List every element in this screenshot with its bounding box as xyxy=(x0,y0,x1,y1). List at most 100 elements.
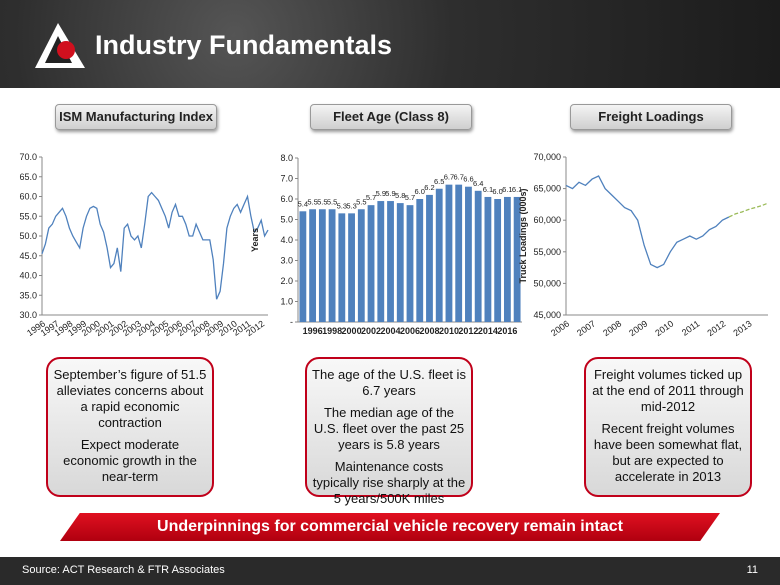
data-label: 6.1 xyxy=(512,185,522,194)
bar xyxy=(503,196,511,322)
x-tick-label: 2010 xyxy=(653,318,675,338)
chart-heading: ISM Manufacturing Index xyxy=(55,104,217,130)
note-text: Maintenance costs typically rise sharply… xyxy=(312,459,466,506)
bar xyxy=(455,184,463,322)
data-label: 6.1 xyxy=(483,185,493,194)
y-tick-label: 40.0 xyxy=(19,271,37,281)
y-tick-label: 60.0 xyxy=(19,192,37,202)
note-text: September’s figure of 51.5 alleviates co… xyxy=(53,367,207,430)
y-axis-label: Years xyxy=(250,228,260,252)
data-label: 6.1 xyxy=(502,185,512,194)
source: Source: ACT Research & FTR Associates xyxy=(22,564,225,576)
x-tick-label: 2011 xyxy=(680,318,702,337)
note-text: Recent freight volumes have been somewha… xyxy=(593,421,743,484)
bar xyxy=(377,201,385,322)
y-tick-label: 6.0 xyxy=(280,194,293,204)
logo xyxy=(35,23,85,68)
x-tick-label: 2009 xyxy=(627,318,649,338)
bar xyxy=(416,199,424,322)
bar xyxy=(348,213,355,322)
data-label: 6.2 xyxy=(424,183,434,192)
x-tick-label: 2002 xyxy=(361,326,381,336)
line xyxy=(565,175,730,269)
data-label: 5.3 xyxy=(346,201,356,210)
y-tick-label: - xyxy=(290,317,293,327)
data-label: 6.6 xyxy=(463,175,473,184)
x-tick-label: 2000 xyxy=(342,326,362,336)
x-tick-label: 1996 xyxy=(303,326,323,336)
bar xyxy=(357,209,365,322)
y-tick-label: 4.0 xyxy=(280,235,293,245)
data-label: 5.5 xyxy=(327,197,337,206)
bar xyxy=(387,201,394,322)
data-label: 6.4 xyxy=(473,179,483,188)
y-tick-label: 35.0 xyxy=(19,290,37,300)
data-label: 5.5 xyxy=(307,197,317,206)
x-tick-label: 2008 xyxy=(601,318,623,338)
bar xyxy=(494,199,502,322)
line xyxy=(728,202,769,218)
bar xyxy=(328,209,336,322)
charts: 30.0 35.0 40.0 45.0 50.0 55.0 60.0 65.0 70.0 1996… xyxy=(19,152,769,338)
note-box: The age of the U.S. fleet is 6.7 years Th… xyxy=(305,357,473,506)
note-box: September’s figure of 51.5 alleviates co… xyxy=(46,357,214,497)
bar xyxy=(426,194,433,322)
bar xyxy=(513,196,521,322)
y-tick-label: 8.0 xyxy=(280,153,293,163)
x-tick-label: 2016 xyxy=(497,326,517,336)
note-text: Expect moderate economic growth in the n… xyxy=(63,437,197,484)
y-tick-label: 5.0 xyxy=(280,215,293,225)
data-label: 5.4 xyxy=(298,199,308,208)
y-tick-label: 65,000 xyxy=(533,184,561,194)
y-tick-label: 70.0 xyxy=(19,152,37,162)
page-number: 11 xyxy=(746,564,758,576)
bar xyxy=(474,190,482,322)
bar xyxy=(318,209,326,322)
data-label: 5.7 xyxy=(366,193,376,202)
bar xyxy=(406,205,414,322)
data-label: 6.5 xyxy=(434,177,444,186)
note-text: The median age of the U.S. fleet over th… xyxy=(313,405,465,452)
bar xyxy=(435,188,443,322)
y-tick-label: 1.0 xyxy=(280,297,293,307)
y-tick-label: 70,000 xyxy=(533,152,561,162)
bar xyxy=(338,213,346,322)
y-tick-label: 50.0 xyxy=(19,231,37,241)
footer: Source: ACT Research & FTR Associates 11 xyxy=(0,557,780,585)
data-label: 5.9 xyxy=(385,189,395,198)
bar xyxy=(309,209,317,322)
x-tick-label: 2006 xyxy=(400,326,420,336)
x-tick-label: 2007 xyxy=(575,318,597,338)
chart-heading: Freight Loadings xyxy=(570,104,732,130)
x-tick-label: 2014 xyxy=(478,326,498,336)
bar xyxy=(445,184,453,322)
y-tick-label: 7.0 xyxy=(280,174,293,184)
x-tick-label: 2008 xyxy=(419,326,439,336)
y-tick-label: 55.0 xyxy=(19,211,37,221)
bar xyxy=(396,203,404,322)
y-tick-label: 50,000 xyxy=(533,278,561,288)
data-label: 5.3 xyxy=(337,201,347,210)
data-label: 5.5 xyxy=(317,197,327,206)
header: Industry Fundamentals xyxy=(0,0,780,88)
y-axis-label: Truck Loadings (000s) xyxy=(518,188,528,283)
y-tick-label: 60,000 xyxy=(533,215,561,225)
data-label: 5.5 xyxy=(356,197,366,206)
data-label: 5.9 xyxy=(376,189,386,198)
x-tick-label: 2012 xyxy=(705,318,727,338)
y-tick-label: 30.0 xyxy=(19,310,37,320)
note-text: The age of the U.S. fleet is 6.7 years xyxy=(312,367,466,398)
bar xyxy=(484,196,492,322)
bar xyxy=(367,205,375,322)
x-tick-label: 1998 xyxy=(322,326,342,336)
data-label: 6.0 xyxy=(415,187,425,196)
banner: Underpinnings for commercial vehicle rec… xyxy=(60,513,720,541)
data-label: 5.8 xyxy=(395,191,405,200)
y-tick-label: 45,000 xyxy=(533,310,561,320)
line xyxy=(41,191,269,300)
data-label: 6.0 xyxy=(492,187,502,196)
data-label: 6.7 xyxy=(453,173,463,182)
data-label: 5.7 xyxy=(405,193,415,202)
bar xyxy=(299,211,307,322)
